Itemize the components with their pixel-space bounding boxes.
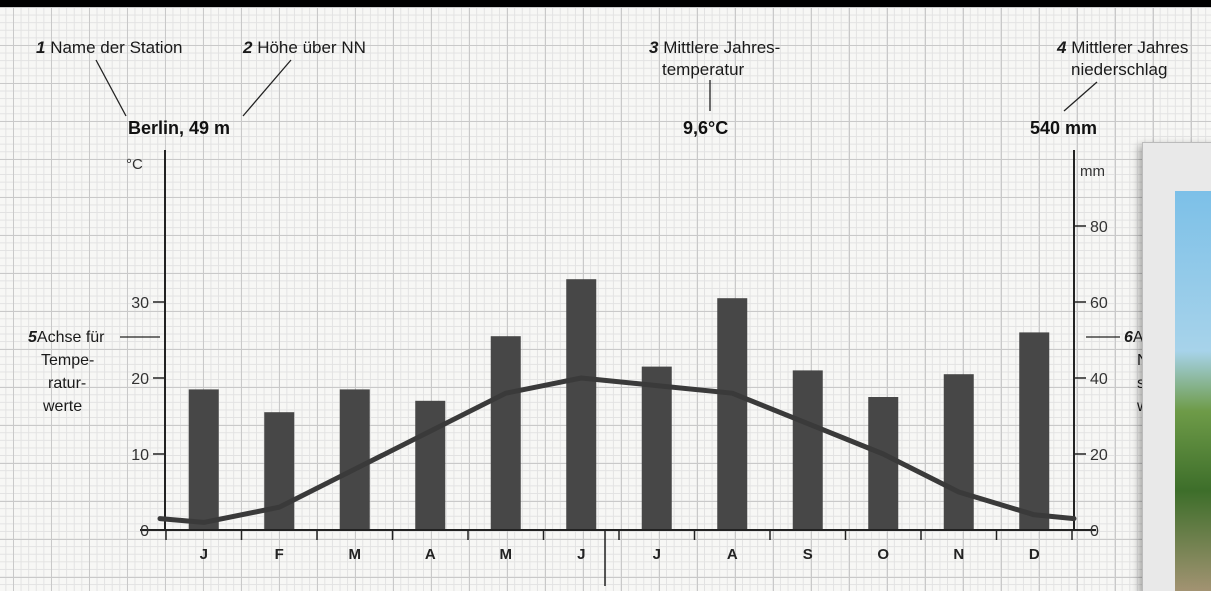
precipitation-bar	[264, 412, 295, 530]
station-leader	[95, 59, 127, 117]
month-label: J	[653, 546, 661, 563]
precip-tick-label: 40	[1090, 371, 1108, 388]
precipitation-bars	[188, 279, 1050, 530]
annotation-number: 4	[1057, 38, 1067, 57]
precip-axis-label: mm	[1080, 163, 1105, 180]
annotation-text: Höhe über NN	[257, 38, 366, 57]
annotation-number: 1	[36, 38, 46, 57]
temperature-line	[157, 375, 1077, 525]
month-label: N	[953, 546, 964, 563]
temp-tick-label: 30	[131, 295, 149, 312]
precipitation-bar	[566, 279, 597, 530]
annotation-temp-axis-line3: ratur-	[48, 375, 87, 392]
annotation-number: 6	[1124, 329, 1133, 346]
precipitation-bar	[490, 336, 521, 530]
annotation-station: 1 Name der Station	[36, 37, 183, 58]
leader-lines	[95, 59, 1120, 338]
month-label: D	[1029, 546, 1040, 563]
temp-tick-label: 20	[131, 371, 149, 388]
annotation-height: 2 Höhe über NN	[243, 37, 366, 58]
month-label: F	[275, 546, 284, 563]
month-label: J	[577, 546, 585, 563]
top-border	[0, 0, 1211, 7]
temp-axis-ticks: 0 10 20 30	[131, 295, 165, 540]
mean-temperature: 9,6°C	[683, 118, 729, 138]
month-label: M	[349, 546, 362, 563]
photo-card	[1142, 142, 1211, 591]
month-label: A	[425, 546, 436, 563]
annotation-mean-temp: 3 Mittlere Jahres-	[649, 37, 780, 58]
annotation-precip-line2: niederschlag	[1071, 60, 1168, 79]
precipitation-bar	[717, 298, 748, 530]
precip-axis-ticks: 0 20 40 60 80	[1074, 219, 1108, 540]
height-leader	[242, 59, 292, 117]
precipitation-bar	[415, 400, 446, 530]
annotation-number: 3	[649, 38, 659, 57]
annotation-temp-axis-line2: Tempe-	[41, 352, 95, 369]
precipitation-bar	[1019, 332, 1050, 530]
temp-axis-label: °C	[126, 156, 143, 173]
precip-leader	[1063, 81, 1098, 112]
annotation-number: 2	[243, 38, 253, 57]
precip-tick-label: 60	[1090, 295, 1108, 312]
annotation-temp-axis: 5Achse für	[28, 327, 105, 348]
precipitation-bar	[943, 374, 974, 530]
annotation-precip: 4 Mittlerer Jahres	[1057, 37, 1188, 58]
month-label: J	[200, 546, 208, 563]
precipitation-bar	[339, 389, 370, 530]
annotation-number: 5	[28, 329, 37, 346]
station-name: Berlin, 49 m	[128, 118, 231, 138]
annotation-text: Mittlerer Jahres	[1071, 38, 1189, 57]
precip-tick-label: 0	[1090, 523, 1099, 540]
landscape-photo	[1175, 191, 1211, 591]
month-label: M	[500, 546, 513, 563]
temp-tick-label: 0	[140, 523, 149, 540]
precipitation-bar	[188, 389, 219, 530]
temperature-line-path	[157, 375, 1077, 525]
month-label: A	[727, 546, 738, 563]
month-label: S	[803, 546, 813, 563]
annotation-text: Mittlere Jahres-	[663, 38, 781, 57]
precipitation-bar	[641, 366, 672, 530]
annotation-temp-axis-line4: werte	[43, 398, 83, 415]
annotation-mean-temp-line2: temperatur	[662, 60, 745, 79]
month-label: O	[877, 546, 889, 563]
temp-tick-label: 10	[131, 447, 149, 464]
precip-tick-label: 80	[1090, 219, 1108, 236]
chart-axes	[140, 150, 1096, 586]
precipitation-bar	[792, 370, 823, 530]
annotation-text: Achse für	[36, 329, 105, 346]
annotation-text: Name der Station	[50, 38, 183, 57]
precip-tick-label: 20	[1090, 447, 1108, 464]
annual-precipitation: 540 mm	[1030, 118, 1098, 138]
precipitation-bar	[868, 397, 899, 530]
